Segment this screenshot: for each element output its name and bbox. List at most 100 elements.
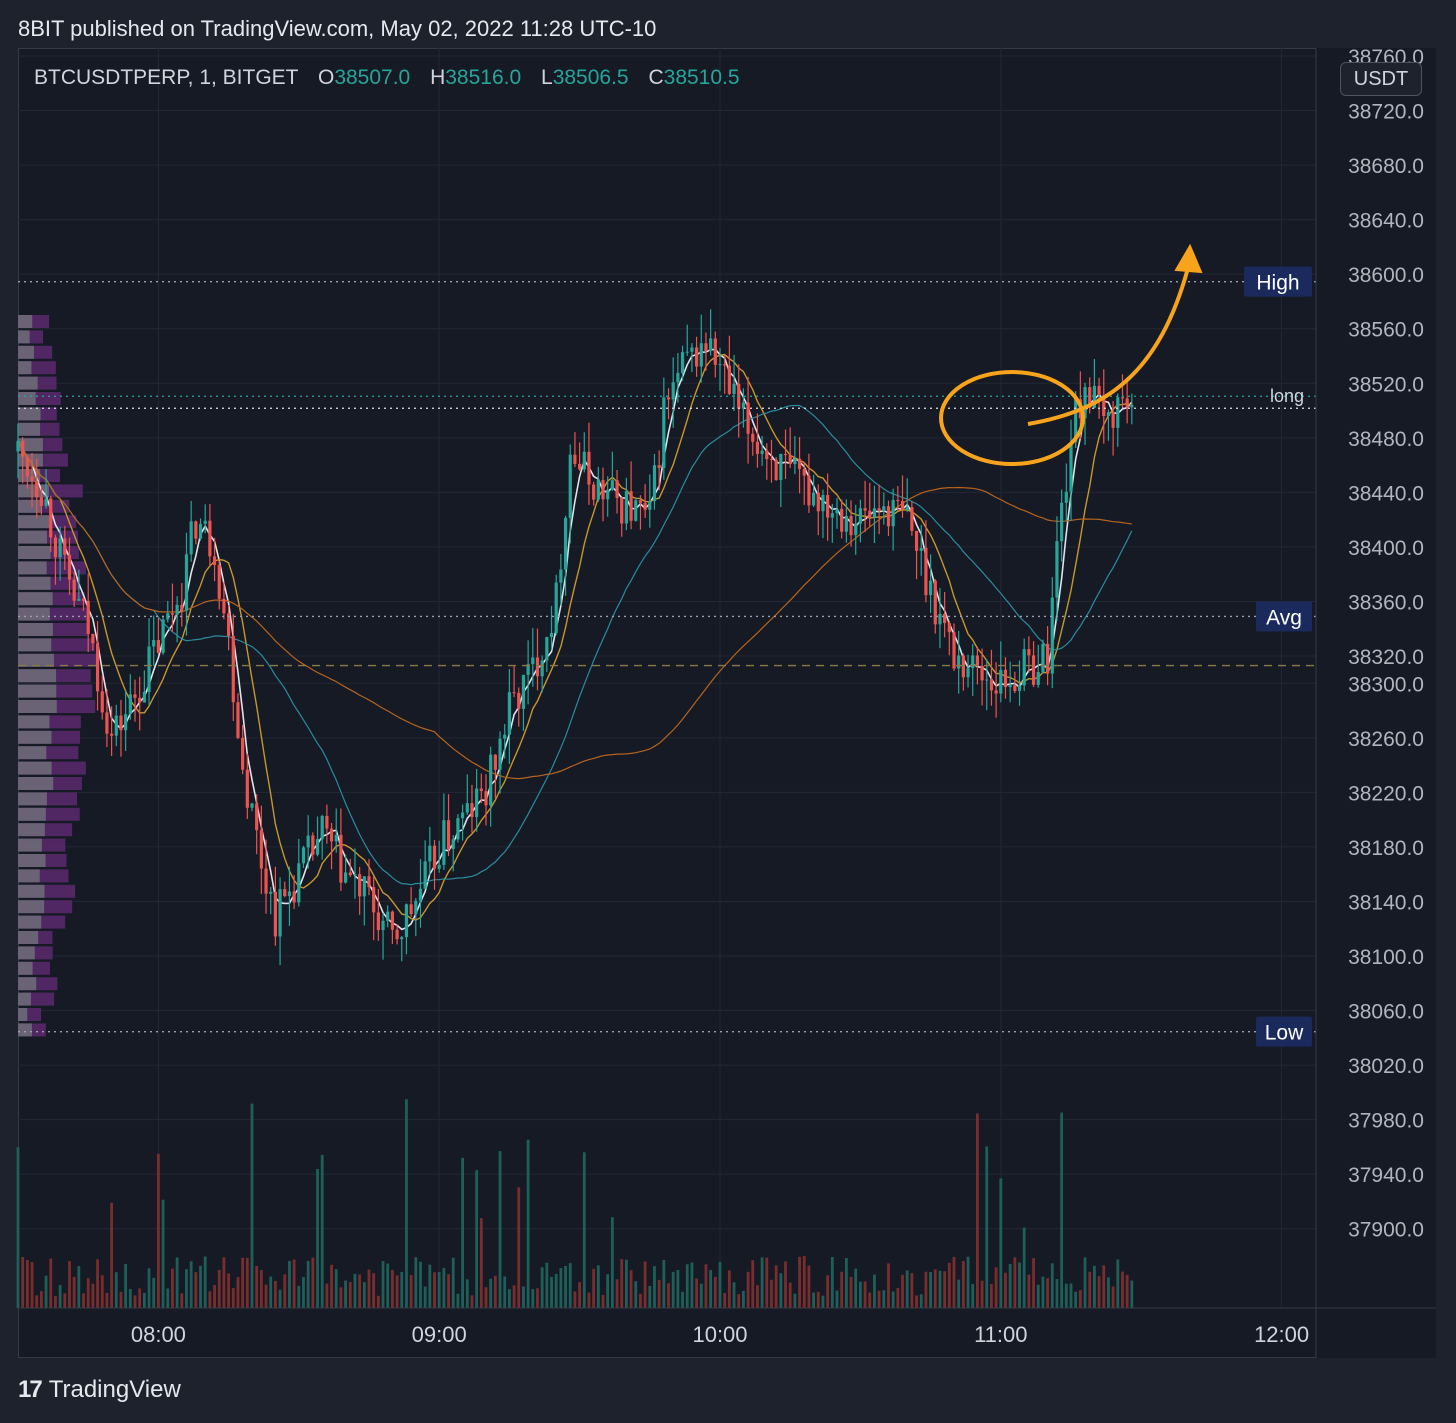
volume-bar <box>68 1261 71 1308</box>
volume-bar <box>428 1264 432 1308</box>
candle-body <box>292 891 296 903</box>
volume-bar <box>400 1271 404 1308</box>
candle-body <box>929 580 933 596</box>
volume-bar <box>676 1269 680 1308</box>
profile-bar-buy <box>18 330 30 344</box>
volume-bar <box>1004 1272 1007 1308</box>
candle-body <box>821 495 825 512</box>
x-tick-label: 11:00 <box>974 1322 1027 1347</box>
profile-bar-buy <box>18 792 47 806</box>
candle-body <box>802 469 806 476</box>
candle-body <box>58 538 62 558</box>
profile-bar-buy <box>18 638 52 652</box>
volume-bar <box>208 1291 212 1308</box>
volume-bar <box>713 1276 717 1308</box>
x-tick-label: 08:00 <box>131 1322 186 1347</box>
volume-bar <box>615 1279 619 1308</box>
candle-body <box>896 500 900 502</box>
volume-bar <box>966 1256 970 1308</box>
candle-body <box>886 506 891 527</box>
candle-body <box>161 619 165 653</box>
volume-bar <box>49 1258 53 1308</box>
volume-bars <box>16 1099 1134 1308</box>
open-key: O <box>317 66 335 89</box>
candle-body <box>1111 412 1115 428</box>
volume-bar <box>517 1187 521 1308</box>
volume-bar <box>905 1270 909 1308</box>
candle-body <box>44 498 48 506</box>
volume-bar <box>802 1256 806 1308</box>
level-name-tag <box>1256 601 1312 632</box>
candle-body <box>994 690 998 694</box>
candle-body <box>446 820 451 850</box>
candle-body <box>568 454 572 518</box>
volume-bar <box>915 1295 918 1308</box>
symbol-legend: BTCUSDTPERP, 1, BITGET O38507.0 H38516.0… <box>34 66 740 90</box>
volume-bar <box>994 1267 998 1308</box>
y-tick-label: 38640.0 <box>1348 210 1424 233</box>
volume-bar <box>639 1293 642 1308</box>
candle-body <box>461 812 465 819</box>
volume-bar <box>1116 1259 1120 1308</box>
volume-bar <box>807 1265 811 1308</box>
volume-bar <box>774 1265 778 1308</box>
candle-body <box>624 491 628 524</box>
candle-body <box>344 872 348 883</box>
profile-bar-buy <box>18 592 53 606</box>
volume-bar <box>990 1284 993 1308</box>
candle-body <box>465 803 469 813</box>
candle-body <box>1041 643 1045 673</box>
candle-body <box>442 820 446 865</box>
candle-body <box>746 402 750 434</box>
profile-bar-buy <box>18 730 52 744</box>
candle-body <box>783 453 788 456</box>
volume-bar <box>821 1295 825 1308</box>
volume-bar <box>746 1271 750 1308</box>
volume-bar <box>1097 1276 1101 1308</box>
volume-bar <box>1121 1271 1124 1308</box>
candle-body <box>587 451 591 485</box>
candle-body <box>376 912 380 931</box>
volume-bar <box>91 1283 95 1308</box>
volume-bar <box>1027 1274 1031 1308</box>
candle-body <box>943 613 947 624</box>
volume-bar <box>531 1288 535 1308</box>
y-tick-label: 37940.0 <box>1348 1164 1424 1187</box>
volume-bar <box>1069 1283 1073 1308</box>
y-tick-label: 37980.0 <box>1348 1110 1424 1133</box>
candle-body <box>858 508 862 524</box>
x-tick-label: 09:00 <box>412 1322 467 1347</box>
volume-bar <box>348 1282 352 1308</box>
volume-bar <box>489 1278 493 1308</box>
volume-bar <box>77 1266 81 1308</box>
candle-body <box>1050 597 1054 674</box>
volume-bar <box>559 1267 563 1308</box>
volume-bar <box>751 1260 755 1308</box>
volume-bar <box>381 1261 385 1308</box>
candle-body <box>545 636 549 661</box>
volume-bar <box>788 1282 792 1308</box>
candle-body <box>222 598 226 614</box>
volume-bar <box>1078 1290 1082 1308</box>
order-line-label: long <box>1270 386 1304 406</box>
candle-body <box>549 632 554 637</box>
level-name: Avg <box>1266 606 1302 629</box>
currency-selector[interactable]: USDT <box>1340 62 1422 96</box>
volume-bar <box>96 1259 99 1308</box>
candle-body <box>812 492 816 506</box>
volume-bar <box>344 1280 347 1308</box>
candle-body <box>914 530 919 551</box>
candle-body <box>760 450 764 454</box>
volume-bar <box>391 1269 394 1308</box>
candle-body <box>39 497 43 506</box>
volume-bar <box>325 1283 329 1308</box>
volume-bar <box>596 1265 600 1308</box>
volume-bar <box>409 1274 413 1308</box>
profile-bar-buy <box>18 653 54 667</box>
candle-body <box>367 876 371 888</box>
volume-bar <box>971 1284 975 1308</box>
candle-body <box>629 491 633 521</box>
candle-body <box>138 697 142 703</box>
candle-body <box>774 459 778 481</box>
